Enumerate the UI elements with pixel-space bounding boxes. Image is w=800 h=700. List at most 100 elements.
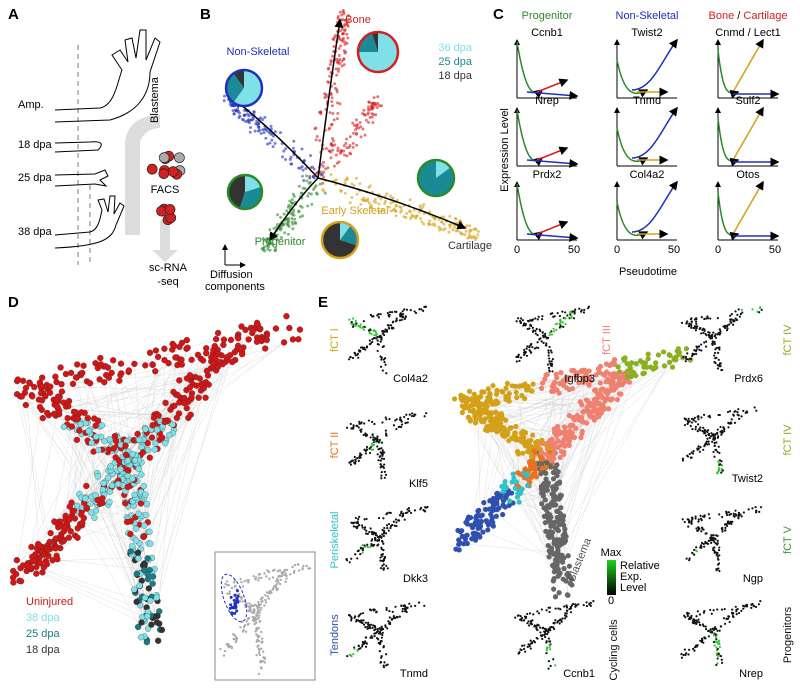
cell [328, 75, 331, 78]
cell [711, 334, 713, 336]
cell [687, 615, 689, 617]
cell [536, 624, 538, 626]
cell [349, 356, 351, 358]
cell [718, 346, 720, 348]
cell [522, 324, 524, 326]
cell [697, 418, 699, 420]
trend-curve [517, 42, 542, 93]
cell [399, 319, 401, 321]
cell [290, 336, 296, 342]
cell [63, 371, 69, 377]
cell [53, 536, 59, 542]
cell [356, 123, 359, 126]
cell [427, 222, 430, 225]
cell [358, 516, 360, 518]
cell [539, 627, 541, 629]
cell [516, 360, 518, 362]
cell [321, 188, 324, 191]
cell [684, 648, 686, 650]
cell [513, 384, 518, 389]
cell [695, 549, 697, 551]
cluster-label: Cycling cells [608, 619, 620, 681]
cell [279, 575, 281, 577]
cell [367, 100, 370, 103]
cell [51, 519, 57, 525]
cell [101, 379, 107, 385]
cell [716, 451, 718, 453]
cell [514, 395, 519, 400]
cell [714, 445, 716, 447]
cell [555, 548, 560, 553]
cell [348, 462, 350, 464]
cell [549, 640, 551, 642]
cell [358, 645, 360, 647]
cell [361, 552, 363, 554]
cell [354, 521, 356, 523]
cell [548, 520, 553, 525]
cell [545, 641, 547, 643]
cell [380, 447, 382, 449]
cell [329, 111, 332, 114]
cell [166, 432, 172, 438]
cell [162, 419, 168, 425]
cell [559, 315, 561, 317]
cell [262, 346, 268, 352]
cell [691, 552, 693, 554]
cell [507, 391, 512, 396]
cell [549, 442, 554, 447]
cell [343, 154, 346, 157]
cell [228, 592, 230, 594]
cell [357, 357, 359, 359]
cell [340, 190, 343, 193]
cell [746, 411, 748, 413]
cell [131, 361, 137, 367]
cell [367, 121, 370, 124]
cell [543, 520, 548, 525]
cell [713, 442, 715, 444]
cell [79, 520, 85, 526]
cell [116, 378, 122, 384]
cell [708, 332, 710, 334]
cell [549, 629, 551, 631]
cell [292, 209, 295, 212]
cell [721, 530, 723, 532]
cell [476, 513, 481, 518]
x-tick-label: 0 [715, 244, 721, 256]
cell [420, 507, 422, 509]
cell [359, 121, 362, 124]
cell [229, 603, 232, 606]
cell [272, 570, 274, 572]
cell [380, 459, 382, 461]
cell [712, 332, 714, 334]
cell [573, 317, 575, 319]
cell [541, 318, 543, 320]
cell [751, 308, 753, 310]
cell [705, 628, 707, 630]
cell [322, 176, 325, 179]
cell [363, 624, 365, 626]
cell [362, 527, 364, 529]
cell [541, 638, 543, 640]
cell [495, 507, 500, 512]
cell [392, 321, 394, 323]
cell [384, 357, 386, 359]
cell [31, 384, 37, 390]
cell [395, 428, 397, 430]
cell [41, 552, 47, 558]
cell [381, 548, 383, 550]
cell [583, 309, 585, 311]
cell [486, 386, 491, 391]
cell [373, 532, 375, 534]
cell [556, 621, 558, 623]
cell [143, 512, 149, 518]
cell [376, 336, 378, 338]
cell [598, 387, 603, 392]
cell [695, 619, 697, 621]
cell [351, 617, 353, 619]
cell [551, 495, 556, 500]
cell [726, 325, 728, 327]
cell [351, 323, 353, 325]
cell [263, 116, 266, 119]
cell [355, 320, 357, 322]
cell [381, 540, 383, 542]
